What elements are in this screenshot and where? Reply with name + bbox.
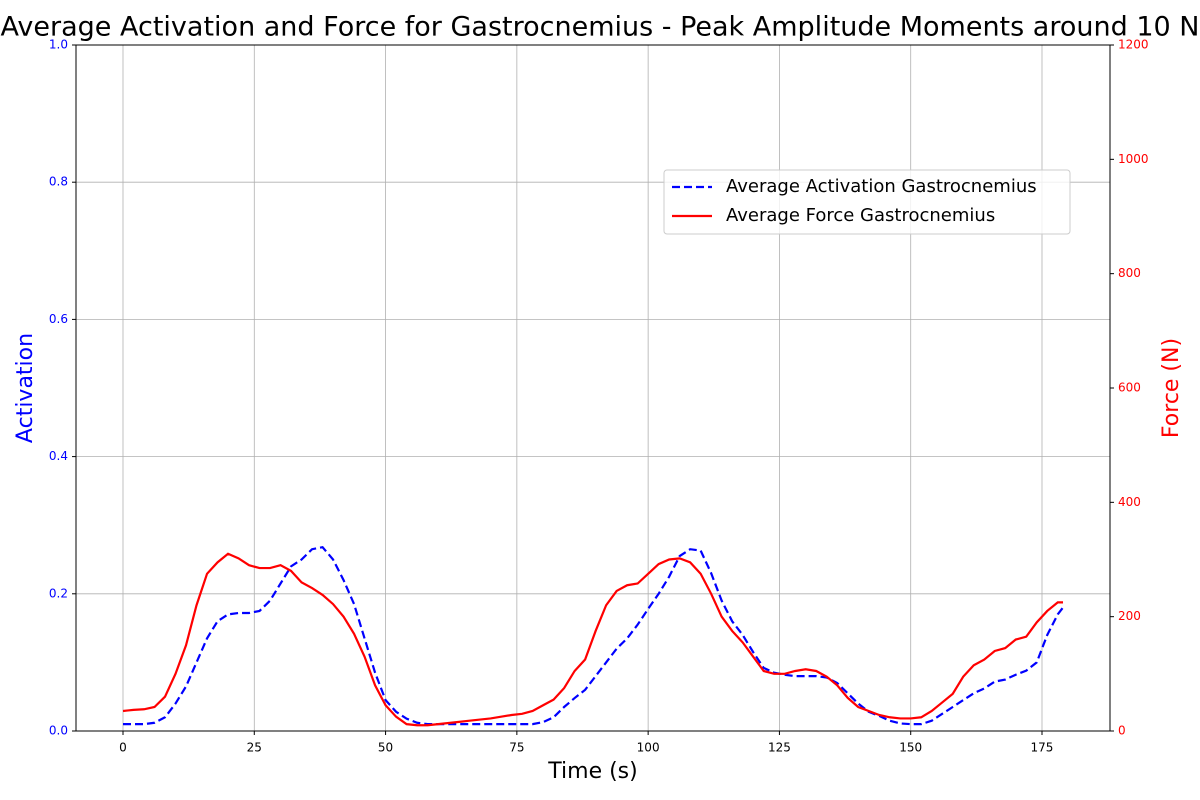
y2-tick-label: 0: [1118, 724, 1126, 738]
y-tick-label: 0.2: [49, 586, 68, 600]
x-tick-label: 25: [247, 741, 262, 755]
x-tick-label: 125: [768, 741, 791, 755]
series-line: [123, 545, 1064, 726]
x-tick-label: 75: [509, 741, 524, 755]
y2-axis-label: Force (N): [1159, 338, 1184, 438]
y2-tick-label: 600: [1118, 381, 1141, 395]
x-tick-label: 100: [637, 741, 660, 755]
y2-tick-label: 200: [1118, 609, 1141, 623]
plot-frame: [75, 44, 1111, 732]
x-tick-label: 0: [119, 741, 127, 755]
y2-tick-label: 1200: [1118, 38, 1149, 52]
legend-box: [663, 169, 1071, 235]
y-tick-label: 0.0: [49, 724, 68, 738]
x-tick-label: 175: [1031, 741, 1054, 755]
y2-tick-label: 800: [1118, 266, 1141, 280]
y2-tick-label: 400: [1118, 495, 1141, 509]
x-tick-label: 50: [378, 741, 393, 755]
y-tick-label: 0.8: [49, 175, 68, 189]
x-axis-label: Time (s): [547, 759, 637, 784]
chart-title: Average Activation and Force for Gastroc…: [1, 12, 1200, 43]
series-line: [122, 552, 1063, 727]
y-axis-label: Activation: [13, 333, 38, 443]
y2-tick-label: 1000: [1118, 152, 1149, 166]
legend-label: Average Force Gastrocnemius: [726, 205, 995, 226]
legend-label: Average Activation Gastrocnemius: [726, 176, 1037, 197]
y-tick-label: 0.6: [49, 312, 68, 326]
y-tick-label: 1.0: [49, 38, 68, 52]
x-tick-label: 150: [899, 741, 922, 755]
y-tick-label: 0.4: [49, 449, 68, 463]
